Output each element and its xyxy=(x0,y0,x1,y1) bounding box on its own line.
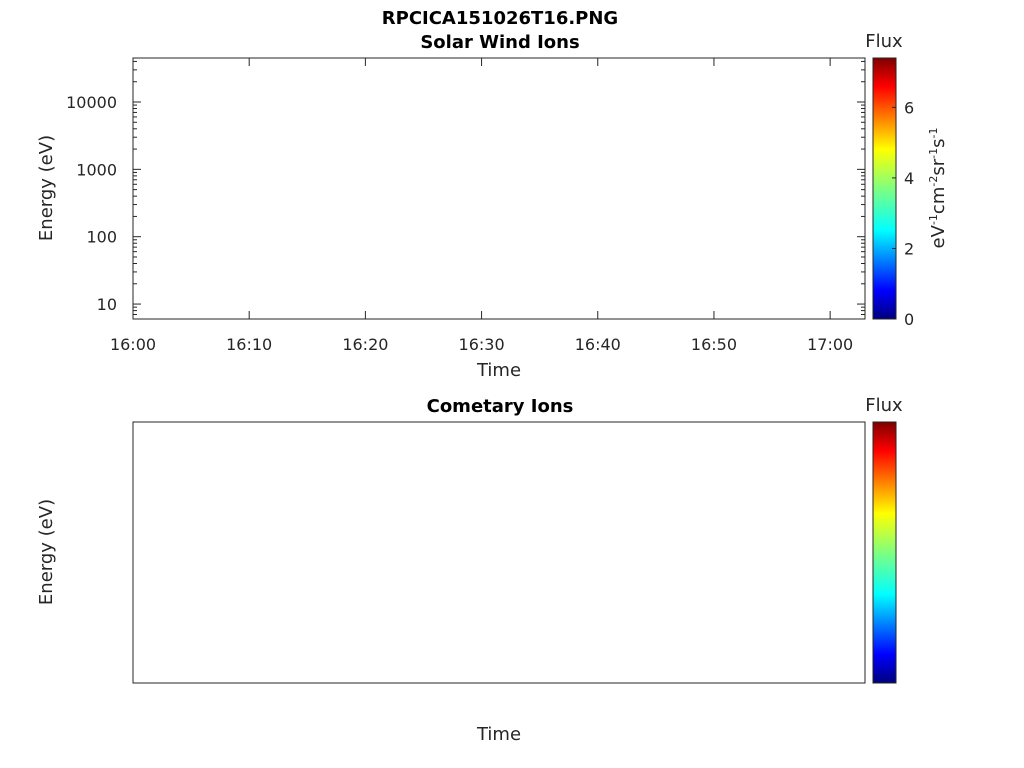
colorbar-tick-label: 0 xyxy=(904,310,914,329)
plot-frame xyxy=(132,421,866,684)
y-tick-label: 100 xyxy=(86,228,117,247)
x-tick-label: 16:00 xyxy=(110,335,156,354)
panel-title: Solar Wind Ions xyxy=(420,32,579,53)
unit-exponent: -1 xyxy=(927,128,940,139)
x-tick-label: 17:00 xyxy=(807,335,853,354)
panel-cometary-ions: Cometary Ions Time Energy (eV) Flux xyxy=(36,395,903,745)
unit-base: s xyxy=(928,139,949,148)
unit-exponent: -1 xyxy=(927,214,940,225)
colorbar-title: Flux xyxy=(865,31,903,52)
unit-base: eV xyxy=(928,224,949,248)
colorbar-tick-label: 4 xyxy=(904,169,914,188)
y-tick-label: 10000 xyxy=(66,93,117,112)
unit-base: cm xyxy=(928,187,949,214)
unit-exponent: -1 xyxy=(927,148,940,159)
colorbar-ticks: 0 2 4 6 xyxy=(892,98,914,329)
x-axis-label: Time xyxy=(476,724,521,745)
y-axis-label: Energy (eV) xyxy=(36,135,57,241)
colorbar-title: Flux xyxy=(865,395,903,416)
colorbar-tick-label: 6 xyxy=(904,98,914,117)
figure-title: RPCICA151026T16.PNG xyxy=(382,8,618,29)
colorbar: Flux 0 2 4 6 eV-1​cm-2​sr-1​s-1​ xyxy=(865,31,949,329)
panel-solar-wind-ions: Solar Wind Ions 16:00 16:10 16:20 16:30 16:4… xyxy=(36,31,949,381)
y-ticks: 10 100 1000 10000 xyxy=(66,60,865,320)
unit-base: sr xyxy=(928,158,949,175)
unit-exponent: -2 xyxy=(927,176,940,187)
y-tick-label: 10 xyxy=(97,295,117,314)
colorbar-gradient xyxy=(872,421,897,684)
colorbar: Flux xyxy=(865,395,903,684)
x-tick-label: 16:50 xyxy=(691,335,737,354)
x-ticks: 16:00 16:10 16:20 16:30 16:40 16:50 17:00 xyxy=(110,58,853,354)
colorbar-unit-label: eV-1​cm-2​sr-1​s-1​ xyxy=(927,128,949,249)
panel-title: Cometary Ions xyxy=(427,396,574,417)
x-tick-label: 16:20 xyxy=(342,335,388,354)
plot-frame xyxy=(132,57,866,320)
colorbar-tick-label: 2 xyxy=(904,239,914,258)
x-tick-label: 16:40 xyxy=(575,335,621,354)
x-axis-label: Time xyxy=(476,360,521,381)
colorbar-gradient xyxy=(872,57,897,320)
x-tick-label: 16:30 xyxy=(459,335,505,354)
x-tick-label: 16:10 xyxy=(226,335,272,354)
y-axis-label: Energy (eV) xyxy=(36,499,57,605)
y-tick-label: 1000 xyxy=(76,160,117,179)
